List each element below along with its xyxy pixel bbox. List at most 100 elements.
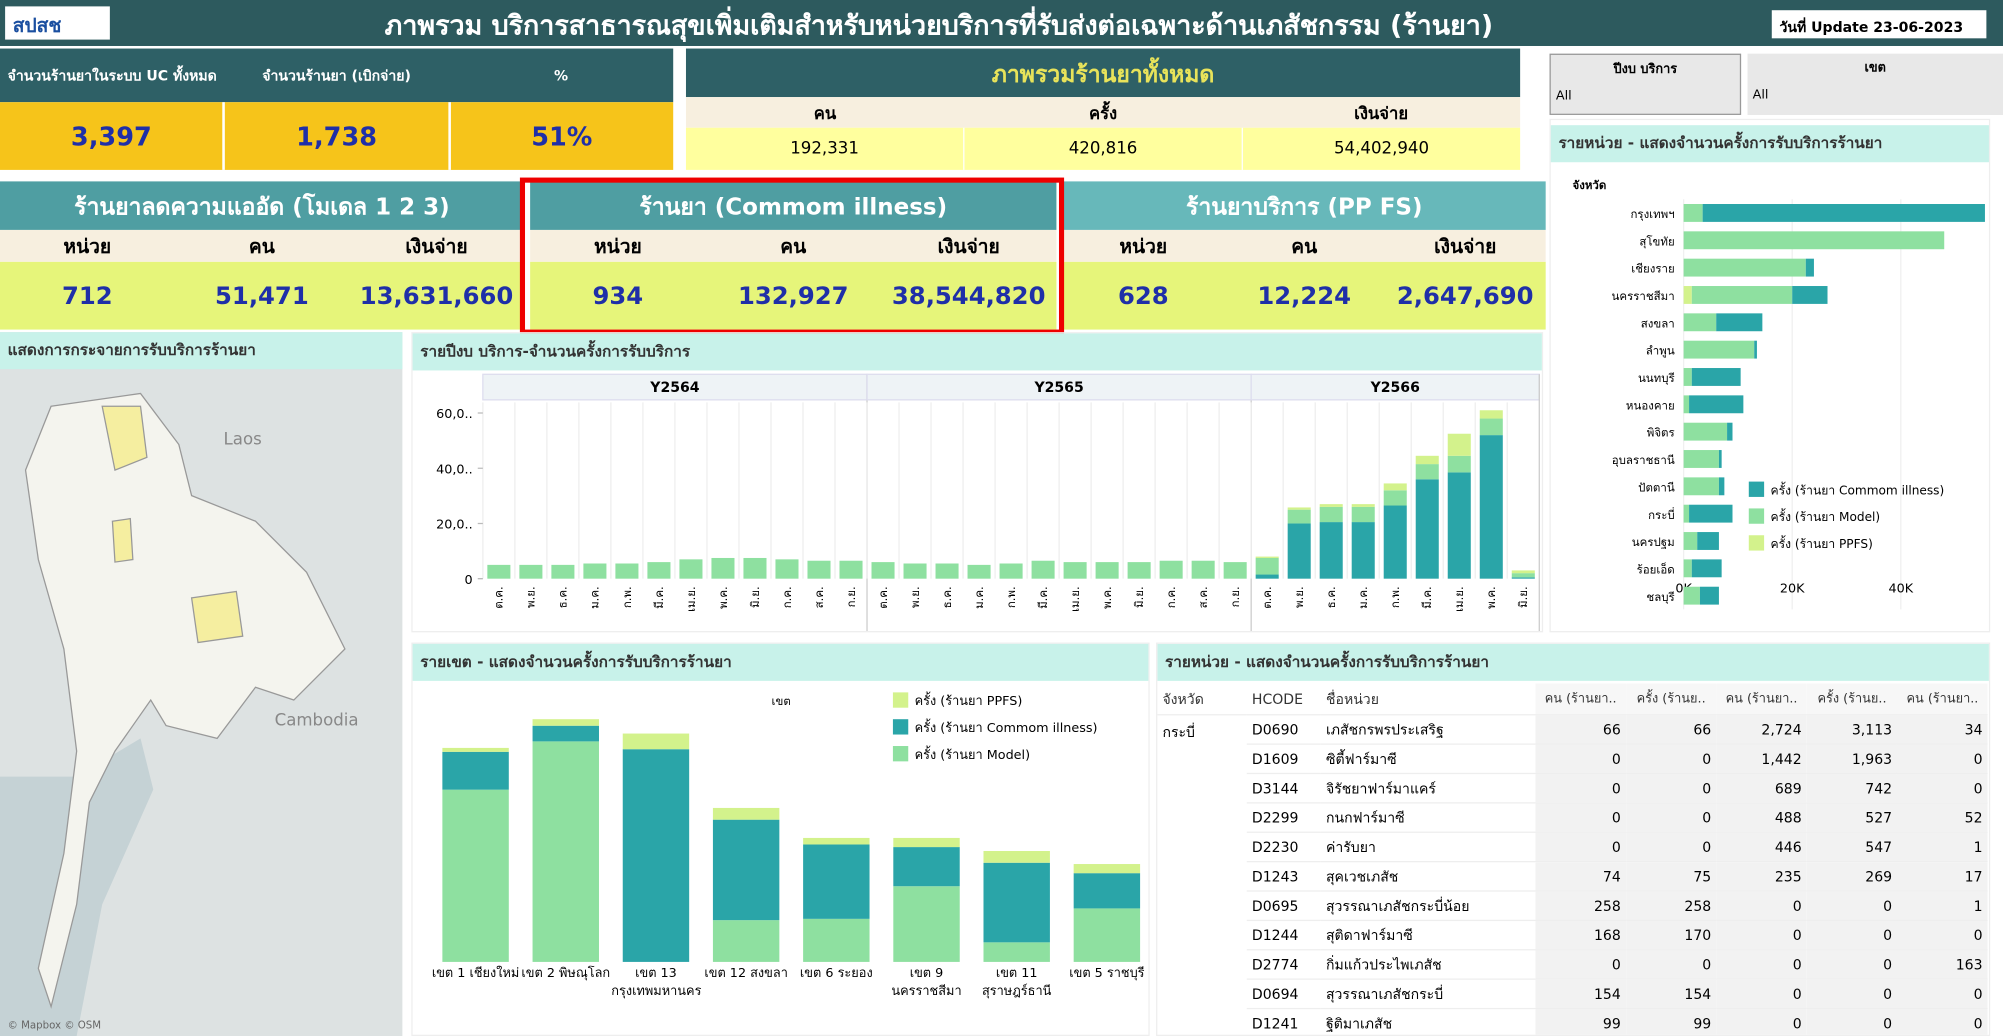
filter-year[interactable]: ปีงบ บริการ All: [1549, 53, 1742, 115]
x-tick-label: มิ.ย.: [1516, 586, 1530, 608]
bar-segment: [1683, 204, 1703, 222]
table-cell: 163: [1897, 949, 1988, 980]
table-cell: D2774: [1246, 949, 1321, 980]
bar-segment: [1255, 557, 1279, 575]
x-tick-label: ต.ค.: [1260, 586, 1274, 608]
table-cell: กนกฟาร์มาซี: [1320, 802, 1536, 833]
legend-title: เขต: [772, 694, 791, 708]
bar-segment: [622, 749, 690, 962]
section-header-row: หน่วย คน เงินจ่าย: [0, 229, 524, 262]
table-cell: 0: [1535, 773, 1626, 804]
y-tick-label: อุบลราชธานี: [1612, 453, 1675, 467]
bar-segment: [1683, 504, 1690, 523]
x-tick-label: ม.ค.: [588, 586, 602, 609]
table-row: D2299 กนกฟาร์มาซี 0 0 488 527 52: [1157, 802, 1988, 833]
table-header: จังหวัด: [1157, 683, 1247, 716]
bar-segment: [1805, 258, 1814, 277]
bar-segment: [1727, 422, 1733, 441]
x-tick-label: ต.ค.: [876, 586, 890, 608]
table-row: D0695 สุวรรณาเภสัชกระบี่น้อย 258 258 0 0 1: [1157, 891, 1988, 922]
bar-segment: [647, 562, 671, 579]
overall-header: ครั้ง: [1088, 104, 1118, 124]
group-label: Y2564: [649, 380, 699, 396]
table-cell: 99: [1535, 1008, 1626, 1035]
section-title: ร้านยา (Commom illness): [530, 181, 1057, 230]
bar-segment: [1287, 509, 1311, 524]
bar-segment: [803, 837, 870, 845]
table-body: กระบี่ D0690 เภสัชกรพรประเสริฐ 66 66 2,724 3,1…: [1157, 714, 1988, 1035]
bar-segment: [1683, 559, 1692, 578]
chart-title: รายหน่วย - แสดงจำนวนครั้งการรับบริการร้า…: [1550, 125, 1989, 163]
legend-swatch: [1748, 535, 1765, 551]
table-cell: 0: [1806, 979, 1898, 1010]
table-cell: 0: [1806, 920, 1898, 951]
table-cell: 1: [1897, 832, 1988, 863]
filter-region[interactable]: เขต All: [1747, 53, 2003, 115]
table-cell: 170: [1625, 920, 1717, 951]
table-row: D1241 ฐิติมาเภสัช 99 99 0 0 0: [1157, 1008, 1988, 1035]
table-cell: 75: [1625, 861, 1717, 892]
table-cell: 1,963: [1806, 744, 1898, 775]
bar-segment: [1479, 435, 1503, 579]
x-tick-label: เขต 1 เชียงใหม่: [431, 967, 520, 982]
bar-segment: [903, 563, 927, 579]
bar-segment: [622, 733, 690, 750]
overall-title: ภาพรวมร้านยาทั้งหมด: [685, 48, 1521, 98]
table-cell: 34: [1897, 714, 1988, 745]
y-tick-label: นนทบุรี: [1638, 371, 1675, 385]
table-cell: 0: [1716, 920, 1807, 951]
table-cell: 1,442: [1716, 744, 1807, 775]
table-cell: 0: [1625, 949, 1717, 980]
x-tick-label: ม.ค.: [1356, 586, 1370, 609]
kpi-value: 1,738: [225, 102, 451, 170]
table-cell: 0: [1897, 744, 1988, 775]
x-tick-label: เขต 2 พิษณุโลก: [521, 967, 611, 982]
x-tick-label: เขต 5 ราชบุรี: [1069, 967, 1145, 982]
x-tick-label: มิ.ย.: [1132, 586, 1146, 608]
bar-segment: [893, 886, 960, 962]
table-row: D1243 สุคเวชเภสัช 74 75 235 269 17: [1157, 861, 1988, 892]
table-row: กระบี่ D0690 เภสัชกรพรประเสริฐ 66 66 2,724 3,1…: [1157, 714, 1988, 1035]
table-cell: 527: [1806, 802, 1898, 833]
legend-swatch: [892, 692, 909, 708]
bar-segment: [442, 751, 509, 790]
legend-label: ครั้ง (ร้านยา Commom illness): [915, 718, 1098, 736]
bar-segment: [803, 844, 870, 919]
bar-segment: [1319, 504, 1343, 507]
x-tick-label: พ.ค.: [1484, 586, 1498, 609]
bar-segment: [1683, 286, 1692, 304]
bar-segment: [1511, 573, 1535, 578]
table-cell: D0695: [1246, 891, 1321, 922]
legend-swatch: [1748, 481, 1765, 497]
table-cell: เภสัชกรพรประเสริฐ: [1320, 714, 1536, 745]
x-tick-label: เขต 6 ระยอง: [799, 967, 873, 982]
x-tick-label: ก.ย.: [1228, 586, 1242, 607]
kpi-value: 3,397: [0, 102, 226, 170]
y-tick-label: นครราชสีมา: [1612, 289, 1675, 303]
table-row: D0694 สุวรรณาเภสัชกระบี่ 154 154 0 0 0: [1157, 979, 1988, 1010]
bar-segment: [893, 847, 960, 887]
x-tick-label: เขต 13 กรุงเทพมหานคร: [611, 967, 701, 999]
bar-segment: [1683, 477, 1719, 496]
bar-segment: [1718, 477, 1725, 496]
filter-value: All: [1752, 88, 1769, 103]
bar-segment: [1683, 586, 1700, 605]
highlight-box: [519, 177, 1065, 335]
country-shape: [24, 392, 346, 1009]
bar-segment: [1689, 504, 1733, 523]
bar-segment: [1792, 286, 1828, 304]
group-label: Y2566: [1370, 380, 1420, 396]
x-tick-label: มิ.ย.: [748, 586, 762, 608]
bar-segment: [1511, 577, 1535, 579]
table-row: D1609 ซิตี้ฟาร์มาซี 0 0 1,442 1,963 0: [1157, 744, 1988, 775]
table-cell: 3,113: [1806, 714, 1898, 745]
region-chart: เขต ครั้ง (ร้านยา PPFS) ครั้ง (ร้านยา Comm…: [442, 691, 1141, 962]
logo: สปสช: [5, 6, 110, 40]
bar-segment: [1255, 556, 1279, 558]
map-label: Laos: [224, 430, 262, 449]
table-cell: 1: [1897, 891, 1988, 922]
table-cell: 0: [1716, 891, 1807, 922]
chart-title: รายปีงบ บริการ-จำนวนครั้งการรับบริการ: [412, 333, 1542, 371]
